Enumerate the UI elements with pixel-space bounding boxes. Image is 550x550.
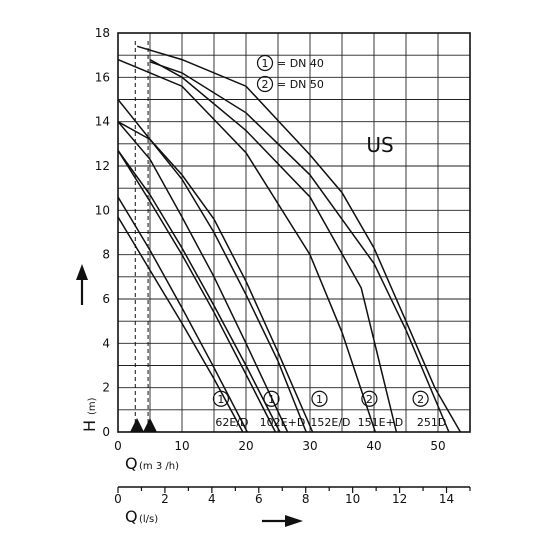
labels: 62E/D 1 102E+D 1 152E/D 1 151E+D 2 251D 2 — [212, 390, 446, 429]
triangle-icon — [143, 418, 157, 432]
svg-text:Q: Q — [125, 454, 138, 473]
series-line-3 — [117, 121, 289, 433]
series-line-9 — [117, 150, 277, 433]
x2-tick-label: 12 — [392, 492, 407, 506]
x-tick-label: 20 — [238, 439, 253, 453]
svg-text:(m): (m) — [87, 397, 98, 415]
y-tick-label: 8 — [102, 248, 110, 262]
curve-marker-label: 1 — [268, 393, 275, 406]
x2-tick-label: 8 — [302, 492, 310, 506]
y-tick-label: 16 — [95, 70, 110, 84]
triangle-icon — [130, 418, 144, 432]
y-tick-label: 4 — [102, 336, 110, 350]
series-line-10 — [149, 58, 398, 433]
plot-frame — [117, 32, 471, 433]
series-line-6 — [117, 58, 377, 433]
curve-label: 151E+D — [358, 416, 404, 429]
x2-tick-label: 2 — [161, 492, 169, 506]
curve-marker-label: 2 — [417, 393, 424, 406]
x2-tick-label: 4 — [208, 492, 216, 506]
curve-label: 251D — [417, 416, 446, 429]
y-tick-label: 10 — [95, 203, 110, 217]
x-tick-label: 0 — [114, 439, 122, 453]
y-tick-label: 0 — [102, 425, 110, 439]
curve-marker-circle — [361, 390, 378, 407]
y-axis-label: H (m) — [80, 397, 99, 432]
x2-tick-label: 0 — [114, 492, 122, 506]
x2-tick-label: 10 — [345, 492, 360, 506]
x2-tick-label: 6 — [255, 492, 263, 506]
legend-marker-1-label: 1 — [262, 57, 269, 70]
curve-label: 102E+D — [260, 416, 306, 429]
svg-text:(m 3 /h): (m 3 /h) — [139, 461, 179, 472]
right-arrow-icon — [262, 515, 303, 527]
series-line-0 — [117, 216, 244, 433]
y-tick-label: 6 — [102, 292, 110, 306]
x-tick-label: 40 — [366, 439, 381, 453]
y-tick-label: 12 — [95, 159, 110, 173]
curve-marker-circle — [212, 390, 230, 407]
legend-marker-1 — [256, 54, 274, 72]
y-tick-label: 18 — [95, 26, 110, 40]
svg-text:H: H — [80, 420, 99, 432]
x2-axis-label: Q (l/s) — [125, 507, 158, 526]
y-tick-label: 2 — [102, 381, 110, 395]
x-tick-label: 30 — [302, 439, 317, 453]
curve-label: 62E/D — [215, 416, 248, 429]
curve-marker-circle — [263, 390, 280, 407]
legend-marker-2-label: 2 — [262, 78, 269, 91]
series-line-7 — [136, 45, 462, 433]
curves — [117, 45, 462, 433]
curve-marker-label: 1 — [316, 393, 323, 406]
curve-marker-circle — [412, 390, 429, 407]
chart-title: US — [366, 133, 393, 157]
y-tick-label: 14 — [95, 115, 110, 129]
legend-marker-2 — [256, 75, 274, 93]
curve-marker-label: 1 — [217, 393, 224, 406]
grid — [117, 32, 471, 433]
x-tick-label: 50 — [430, 439, 445, 453]
series-line-2 — [117, 150, 281, 433]
up-arrow-icon — [76, 264, 88, 305]
legend: 1 = DN 40 2 = DN 50 — [256, 54, 324, 93]
x-axis-label: Q (m 3 /h) — [125, 454, 179, 473]
series-line-1 — [117, 196, 248, 433]
svg-text:Q: Q — [125, 507, 138, 526]
series-line-5 — [117, 99, 314, 433]
x2-tick-label: 14 — [439, 492, 454, 506]
legend-item-2: = DN 50 — [277, 78, 324, 91]
triangle-markers — [130, 418, 157, 432]
curve-label: 152E/D — [310, 416, 350, 429]
legend-item-1: = DN 40 — [277, 57, 324, 70]
svg-text:(l/s): (l/s) — [139, 514, 158, 525]
series-line-8 — [149, 61, 450, 433]
x-tick-label: 10 — [174, 439, 189, 453]
curve-marker-label: 2 — [366, 393, 373, 406]
curve-marker-circle — [311, 390, 328, 407]
